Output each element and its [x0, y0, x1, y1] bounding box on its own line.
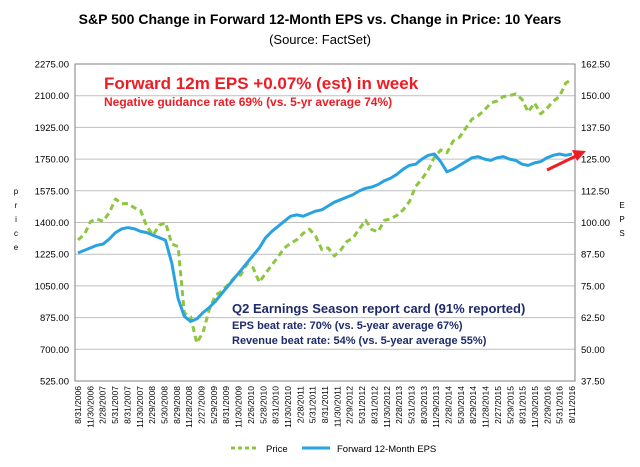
annotation-revenue-beat: Revenue beat rate: 54% (vs. 5-year avera…: [232, 335, 487, 347]
x-tick-label: 11/30/2006: [85, 386, 95, 428]
x-tick-label: 8/31/2006: [73, 386, 83, 424]
axis-title-letter: E: [619, 201, 624, 210]
annotation-guidance: Negative guidance rate 69% (vs. 5-yr ave…: [104, 95, 392, 109]
x-tick-label: 2/28/2007: [98, 386, 108, 424]
gridlines: [75, 63, 575, 382]
x-tick-label: 8/31/2010: [271, 386, 281, 424]
x-tick-label: 11/29/2013: [431, 386, 441, 428]
y-tick-right: 62.50: [581, 313, 605, 324]
x-tick-label: 11/30/2012: [382, 386, 392, 428]
x-tick-label: 8/31/2015: [518, 386, 528, 424]
x-tick-label: 11/30/2010: [283, 386, 293, 428]
y-tick-left: 525.00: [40, 377, 69, 388]
y-tick-left: 1225.00: [35, 250, 69, 261]
series-lines: [77, 78, 573, 345]
y-tick-right: 75.00: [581, 281, 605, 292]
y-tick-left: 2275.00: [35, 60, 69, 71]
axis-title-letter: P: [619, 215, 624, 224]
x-tick-label: 8/30/2013: [419, 386, 429, 424]
x-tick-label: 11/30/2011: [332, 386, 342, 428]
arrow-icon: [546, 150, 586, 172]
x-tick-label: 5/31/2016: [555, 386, 565, 424]
eps-series-line: [77, 152, 573, 323]
y-tick-left: 1575.00: [35, 186, 69, 197]
legend-label-eps: Forward 12-Month EPS: [337, 444, 436, 455]
x-tick-label: 5/29/2009: [209, 386, 219, 424]
right-axis-labels: 162.50 150.00 137.50 125.00 112.50 100.00 87.5…: [581, 60, 610, 388]
chart-subtitle: (Source: FactSet): [269, 32, 371, 47]
y-tick-left: 875.00: [40, 313, 69, 324]
x-tick-label: 2/28/2013: [394, 386, 404, 424]
annotation-report-card: Q2 Earnings Season report card (91% repo…: [232, 301, 525, 316]
axis-title-letter: e: [14, 243, 19, 252]
y-tick-right: 50.00: [581, 345, 605, 356]
x-tick-label: 2/29/2012: [345, 386, 355, 424]
x-tick-label: 8/31/2009: [221, 386, 231, 424]
y-tick-right: 37.50: [581, 377, 605, 388]
legend-label-price: Price: [266, 444, 288, 455]
x-tick-label: 11/28/2008: [184, 386, 194, 428]
y-tick-right: 87.50: [581, 250, 605, 261]
x-tick-label: 5/31/2011: [308, 386, 318, 423]
axis-title-letter: c: [14, 229, 18, 238]
axis-title-letter: S: [619, 229, 624, 238]
y-tick-right: 137.50: [581, 123, 610, 134]
legend: Price Forward 12-Month EPS: [231, 444, 436, 455]
x-tick-label: 8/31/2011: [320, 386, 330, 423]
axis-title-letter: i: [15, 215, 17, 224]
x-tick-label: 2/28/2011: [295, 386, 305, 423]
price-series-line: [77, 78, 573, 345]
y-tick-right: 100.00: [581, 218, 610, 229]
y-tick-right: 150.00: [581, 91, 610, 102]
y-tick-right: 162.50: [581, 60, 610, 71]
x-tick-label: 11/30/2009: [234, 386, 244, 428]
y-tick-left: 1750.00: [35, 155, 69, 166]
y-tick-left: 1400.00: [35, 218, 69, 229]
x-tick-label: 5/31/2007: [110, 386, 120, 424]
x-tick-label: 11/30/2007: [135, 386, 145, 428]
y-tick-left: 1050.00: [35, 281, 69, 292]
x-tick-label: 2/28/2014: [444, 386, 454, 424]
x-tick-label: 8/31/2012: [369, 386, 379, 424]
x-tick-label: 2/26/2010: [246, 386, 256, 424]
annotation-eps-beat: EPS beat rate: 70% (vs. 5-year average 6…: [232, 320, 463, 332]
x-tick-label: 5/30/2014: [456, 386, 466, 424]
x-tick-label: 5/31/2013: [406, 386, 416, 424]
x-tick-label: 11/28/2014: [481, 386, 491, 428]
x-tick-label: 8/31/2007: [122, 386, 132, 424]
x-tick-label: 11/30/2015: [530, 386, 540, 428]
x-tick-label: 8/29/2008: [172, 386, 182, 424]
x-tick-label: 5/31/2012: [357, 386, 367, 424]
plot-frame: [74, 63, 576, 382]
y-tick-right: 112.50: [581, 186, 609, 197]
x-tick-label: 8/11/2016: [567, 386, 577, 423]
axis-title-letter: r: [15, 201, 18, 210]
x-tick-label: 2/29/2008: [147, 386, 157, 424]
left-axis-labels: 2275.00 2100.00 1925.00 1750.00 1575.00 1400.…: [35, 60, 69, 388]
axis-title-letter: p: [14, 187, 19, 196]
chart-title: S&P 500 Change in Forward 12-Month EPS v…: [79, 11, 562, 27]
x-tick-label: 5/28/2010: [258, 386, 268, 424]
y-tick-left: 2100.00: [35, 91, 69, 102]
annotation-eps-week: Forward 12m EPS +0.07% (est) in week: [104, 74, 419, 93]
x-tick-label: 5/30/2008: [159, 386, 169, 424]
x-tick-label: 5/29/2015: [505, 386, 515, 424]
x-tick-label: 8/29/2014: [468, 386, 478, 424]
x-axis-labels: 8/31/2006 11/30/2006 2/28/2007 5/31/2007 8/3…: [73, 386, 577, 428]
y-tick-left: 1925.00: [35, 123, 69, 134]
x-tick-label: 2/27/2009: [197, 386, 207, 424]
y-tick-left: 700.00: [40, 345, 69, 356]
y-tick-right: 125.00: [581, 155, 610, 166]
x-tick-label: 2/29/2016: [542, 386, 552, 424]
x-tick-label: 2/27/2015: [493, 386, 503, 424]
